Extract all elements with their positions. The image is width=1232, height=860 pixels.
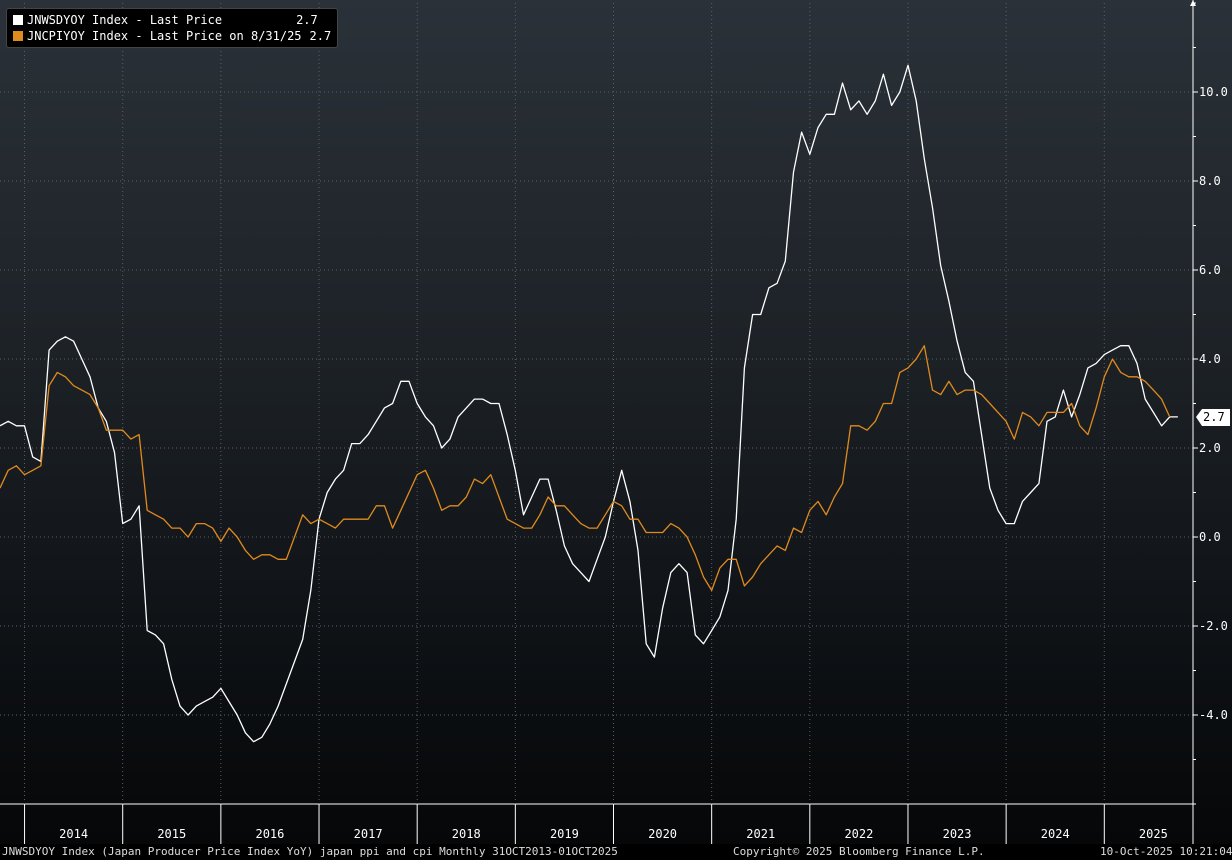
x-tick-label: 2023 xyxy=(943,827,972,841)
legend-swatch-orange xyxy=(13,31,23,41)
legend-label: JNWSDYOY Index - Last Price xyxy=(27,13,223,27)
footer-timestamp: 10-Oct-2025 10:21:04 xyxy=(1100,845,1232,858)
footer-copyright: Copyright© 2025 Bloomberg Finance L.P. xyxy=(733,845,985,858)
x-tick-label: 2020 xyxy=(648,827,677,841)
legend-entry-cpi: JNCPIYOY Index - Last Price on 8/31/25 2… xyxy=(13,28,331,44)
x-tick-label: 2019 xyxy=(550,827,579,841)
legend-value: 2.7 xyxy=(309,29,332,43)
legend-value: 2.7 xyxy=(296,13,318,27)
y-tick-label: -4.0 xyxy=(1199,708,1228,722)
series-line-ppi xyxy=(0,64,1178,743)
footer-description: JNWSDYOY Index (Japan Producer Price Ind… xyxy=(2,845,618,858)
x-tick-label: 2021 xyxy=(746,827,775,841)
y-tick-label: 0.0 xyxy=(1199,530,1221,544)
chart-legend: JNWSDYOY Index - Last Price 2.7 JNCPIYOY… xyxy=(6,8,339,48)
x-tick-label: 2017 xyxy=(354,827,383,841)
footer-bar: JNWSDYOY Index (Japan Producer Price Ind… xyxy=(0,844,1232,860)
legend-label: JNCPIYOY Index - Last Price on 8/31/25 xyxy=(27,29,302,43)
x-tick-label: 2022 xyxy=(844,827,873,841)
x-tick-label: 2025 xyxy=(1139,827,1168,841)
y-tick-label: 6.0 xyxy=(1199,263,1221,277)
y-tick-label: 2.0 xyxy=(1199,441,1221,455)
series-line-cpi xyxy=(0,345,1171,592)
x-tick-label: 2016 xyxy=(255,827,284,841)
x-tick-label: 2024 xyxy=(1041,827,1070,841)
legend-entry-ppi: JNWSDYOY Index - Last Price 2.7 xyxy=(13,12,331,28)
y-tick-label: -2.0 xyxy=(1199,619,1228,633)
last-value-badge: 2.7 xyxy=(1203,410,1225,424)
x-tick-label: 2018 xyxy=(452,827,481,841)
y-tick-label: 8.0 xyxy=(1199,174,1221,188)
y-axis-arrow xyxy=(1190,0,1196,6)
legend-swatch-white xyxy=(13,15,23,25)
x-tick-label: 2015 xyxy=(157,827,186,841)
y-tick-label: 4.0 xyxy=(1199,352,1221,366)
y-tick-label: 10.0 xyxy=(1199,85,1228,99)
x-tick-label: 2014 xyxy=(59,827,88,841)
